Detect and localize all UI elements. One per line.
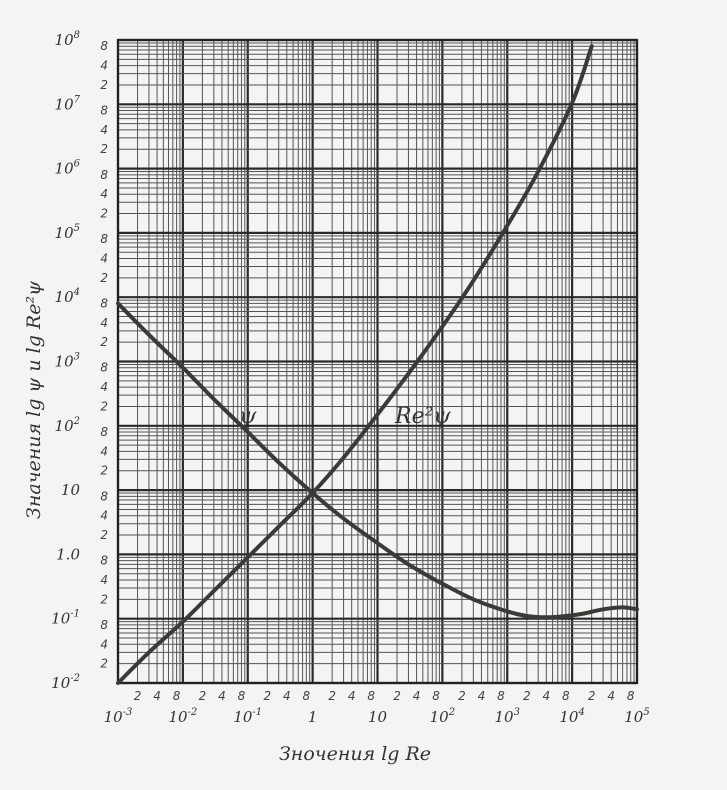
y-minor-tick-label: 4 [100,637,108,651]
x-minor-tick-label: 4 [607,689,615,703]
x-minor-tick-label: 2 [588,689,596,703]
x-minor-tick-label: 8 [432,689,440,703]
y-minor-tick-label: 2 [100,528,108,542]
series-line-psi [116,301,639,620]
plot-frame [116,38,639,685]
y-tick-label: 103 [55,352,80,371]
x-tick-label: 105 [624,707,649,726]
x-minor-tick-label: 4 [283,689,291,703]
x-tick-label: 10-3 [104,707,133,726]
y-minor-tick-label: 2 [100,592,108,606]
x-minor-tick-label: 4 [218,689,226,703]
x-minor-tick-label: 2 [523,689,531,703]
y-minor-tick-label: 2 [100,335,108,349]
x-minor-tick-label: 2 [393,689,401,703]
y-minor-tick-label: 8 [100,168,108,182]
y-tick-label: 108 [55,30,80,49]
x-minor-tick-label: 8 [238,689,246,703]
y-minor-tick-label: 8 [100,232,108,246]
y-minor-tick-label: 4 [100,316,108,330]
x-tick-label: 102 [430,707,455,726]
x-minor-tick-label: 2 [328,689,336,703]
y-minor-tick-label: 8 [100,361,108,375]
y-minor-tick-label: 2 [100,207,108,221]
x-minor-tick-label: 4 [542,689,550,703]
series-line-re2psi [116,44,594,685]
y-minor-tick-label: 8 [100,104,108,118]
y-minor-tick-label: 2 [100,399,108,413]
y-tick-label: 107 [55,94,81,113]
y-tick-label: 10-1 [51,609,80,628]
y-minor-tick-label: 4 [100,59,108,73]
x-tick-label: 104 [559,707,584,726]
y-minor-tick-label: 4 [100,573,108,587]
y-tick-label: 102 [55,416,80,435]
curve-label-re2psi: Re²ψ [394,404,451,429]
x-tick-label: 103 [495,707,520,726]
tick-labels: ψ Re²ψ10-210-11.0101021031041051061071082… [51,30,650,726]
x-minor-tick-label: 4 [153,689,161,703]
x-tick-label: 10 [368,708,388,726]
y-minor-tick-label: 2 [100,78,108,92]
x-minor-tick-label: 4 [478,689,486,703]
y-tick-label: 104 [55,287,80,306]
y-minor-tick-label: 2 [100,657,108,671]
y-minor-tick-label: 4 [100,251,108,265]
y-tick-label: 106 [55,159,81,178]
x-tick-label: 10-1 [233,707,262,726]
y-minor-tick-label: 8 [100,554,108,568]
x-minor-tick-label: 4 [413,689,421,703]
y-minor-tick-label: 8 [100,489,108,503]
x-minor-tick-label: 4 [348,689,356,703]
x-minor-tick-label: 8 [303,689,311,703]
curves [116,44,639,685]
x-tick-label: 10-2 [168,707,197,726]
y-minor-tick-label: 4 [100,444,108,458]
x-minor-tick-label: 2 [199,689,207,703]
curve-label-psi: ψ [239,404,257,429]
x-minor-tick-label: 2 [458,689,466,703]
x-minor-tick-label: 8 [627,689,635,703]
x-minor-tick-label: 8 [367,689,375,703]
x-minor-tick-label: 8 [562,689,570,703]
y-minor-tick-label: 4 [100,123,108,137]
x-axis-title: Зночения lg Re [279,743,431,765]
y-tick-label: 10-2 [51,673,80,692]
y-minor-tick-label: 2 [100,464,108,478]
y-minor-tick-label: 4 [100,509,108,523]
y-minor-tick-label: 4 [100,187,108,201]
y-minor-tick-label: 2 [100,271,108,285]
x-tick-label: 1 [308,708,318,726]
y-minor-tick-label: 8 [100,425,108,439]
y-tick-label: 10 [61,481,81,499]
grid [116,38,639,685]
y-minor-tick-label: 8 [100,296,108,310]
y-minor-tick-label: 2 [100,142,108,156]
y-minor-tick-label: 4 [100,380,108,394]
y-minor-tick-label: 8 [100,39,108,53]
y-tick-label: 1.0 [56,545,80,563]
y-axis-title: Значения lg ψ и lg Re²ψ [23,280,45,519]
y-minor-tick-label: 8 [100,618,108,632]
x-minor-tick-label: 2 [263,689,271,703]
x-minor-tick-label: 8 [497,689,505,703]
x-minor-tick-label: 2 [134,689,142,703]
x-minor-tick-label: 8 [173,689,181,703]
y-tick-label: 105 [55,223,80,242]
